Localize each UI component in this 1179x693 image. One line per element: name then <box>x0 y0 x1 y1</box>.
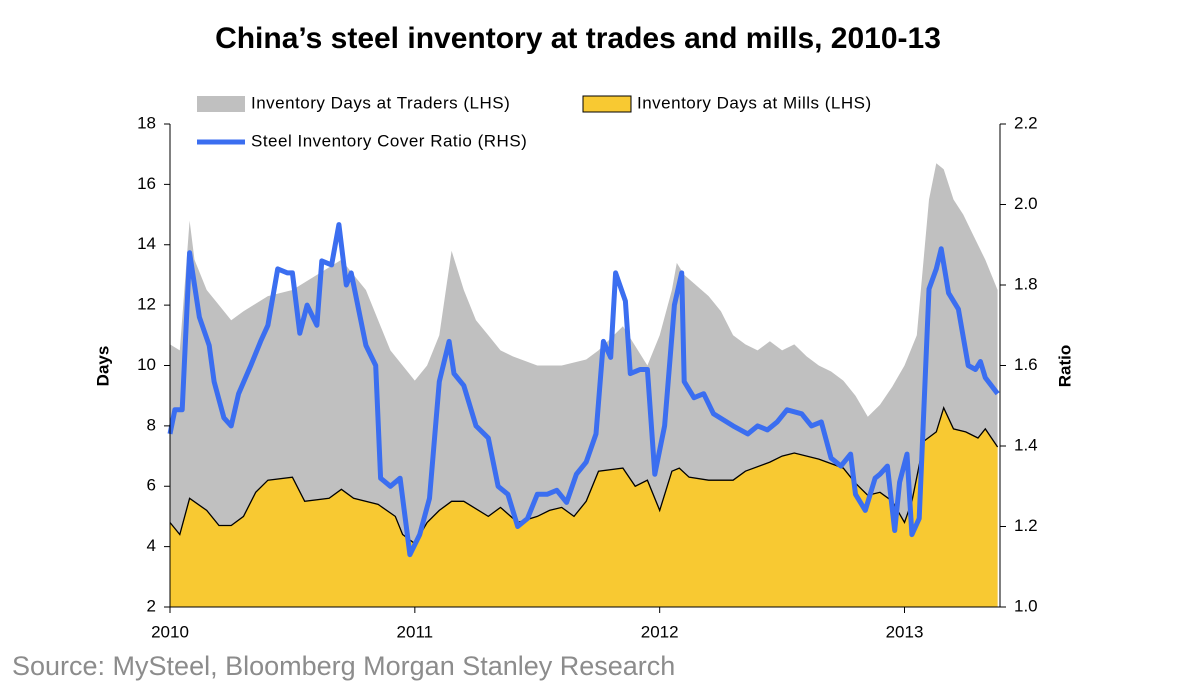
legend-label: Inventory Days at Traders (LHS) <box>251 93 510 112</box>
y-tick-label: 14 <box>137 234 156 253</box>
legend: Inventory Days at Traders (LHS) Inventory… <box>197 93 872 150</box>
y-tick-label: 2 <box>147 596 156 615</box>
legend-swatch <box>197 96 245 112</box>
y-axis-label: Days <box>93 346 112 387</box>
y2-axis-label: Ratio <box>1055 345 1074 388</box>
y2-tick-label: 1.6 <box>1014 355 1038 374</box>
y-tick-label: 18 <box>137 113 156 132</box>
y2-tick-label: 1.8 <box>1014 274 1038 293</box>
x-tick-label: 2011 <box>397 622 434 641</box>
x-tick-label: 2013 <box>886 622 924 641</box>
area-outline <box>169 405 999 545</box>
legend-label: Inventory Days at Mills (LHS) <box>637 93 872 112</box>
y-tick-label: 4 <box>147 536 156 555</box>
y2-tick-label: 1.4 <box>1014 435 1038 454</box>
y-tick-label: 16 <box>137 174 156 193</box>
y2-tick-label: 1.0 <box>1014 596 1038 615</box>
y-tick-label: 10 <box>137 355 156 374</box>
y2-tick-label: 2.2 <box>1014 113 1038 132</box>
y2-tick-label: 2.0 <box>1014 194 1038 213</box>
source-note: Source: MySteel, Bloomberg Morgan Stanle… <box>12 651 675 681</box>
y-tick-label: 6 <box>147 476 156 495</box>
legend-swatch <box>582 95 632 113</box>
x-tick-label: 2012 <box>641 622 679 641</box>
legend-label: Steel Inventory Cover Ratio (RHS) <box>251 131 527 150</box>
y-tick-label: 12 <box>137 295 156 314</box>
axes: 2 4 6 8 10 12 14 16 18 1.0 1.2 1.4 1.6 1.8 2.0 2.2 2010 2… <box>137 113 1038 641</box>
line <box>167 222 1000 558</box>
x-tick-label: 2010 <box>151 622 189 641</box>
area <box>170 407 998 607</box>
plot-area <box>167 163 1000 607</box>
y2-tick-label: 1.2 <box>1014 516 1038 535</box>
y-tick-label: 8 <box>147 415 156 434</box>
chart-title: China’s steel inventory at trades and mi… <box>215 22 941 55</box>
